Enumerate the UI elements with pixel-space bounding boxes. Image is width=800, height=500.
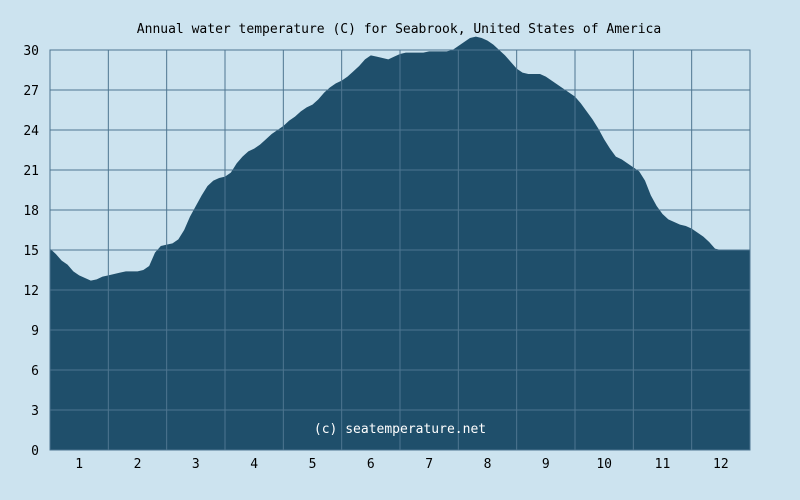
y-tick-label: 18 bbox=[23, 204, 39, 219]
x-tick-label: 11 bbox=[655, 457, 671, 472]
x-tick-label: 2 bbox=[134, 457, 142, 472]
y-tick-label: 30 bbox=[23, 44, 39, 59]
y-tick-label: 9 bbox=[31, 324, 39, 339]
y-tick-label: 24 bbox=[23, 124, 39, 139]
x-tick-label: 6 bbox=[367, 457, 375, 472]
x-tick-label: 3 bbox=[192, 457, 200, 472]
x-tick-label: 7 bbox=[425, 457, 433, 472]
y-tick-label: 12 bbox=[23, 284, 39, 299]
y-tick-label: 3 bbox=[31, 404, 39, 419]
x-axis-ticks: 1 2 3 4 5 6 7 8 9 10 11 12 bbox=[75, 457, 728, 472]
y-tick-label: 27 bbox=[23, 84, 39, 99]
y-axis-ticks: 0 3 6 9 12 15 18 21 24 27 30 bbox=[23, 44, 39, 459]
x-tick-label: 5 bbox=[309, 457, 317, 472]
x-tick-label: 9 bbox=[542, 457, 550, 472]
plot-frame bbox=[49, 49, 751, 451]
x-tick-label: 8 bbox=[484, 457, 492, 472]
x-tick-label: 1 bbox=[75, 457, 83, 472]
y-tick-label: 21 bbox=[23, 164, 39, 179]
grid-lines bbox=[50, 49, 750, 451]
x-tick-label: 12 bbox=[713, 457, 729, 472]
watermark-text: (c) seatemperature.net bbox=[314, 422, 486, 437]
y-tick-label: 0 bbox=[31, 444, 39, 459]
plot-border bbox=[49, 49, 751, 451]
y-tick-label: 15 bbox=[23, 244, 39, 259]
chart-title: Annual water temperature (C) for Seabroo… bbox=[137, 22, 661, 37]
y-tick-label: 6 bbox=[31, 364, 39, 379]
x-tick-label: 10 bbox=[596, 457, 612, 472]
x-tick-label: 4 bbox=[250, 457, 258, 472]
